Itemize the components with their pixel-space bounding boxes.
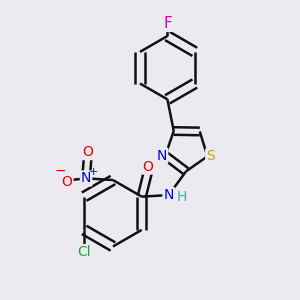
Text: N: N (81, 171, 91, 185)
Text: +: + (89, 167, 99, 177)
Text: Cl: Cl (77, 245, 91, 259)
Text: O: O (61, 175, 73, 189)
Text: S: S (206, 149, 215, 164)
Text: N: N (164, 188, 174, 202)
Text: H: H (177, 190, 187, 204)
Text: O: O (82, 145, 93, 159)
Text: F: F (163, 16, 172, 31)
Text: N: N (157, 148, 167, 163)
Text: O: O (142, 160, 154, 174)
Text: −: − (55, 164, 67, 178)
